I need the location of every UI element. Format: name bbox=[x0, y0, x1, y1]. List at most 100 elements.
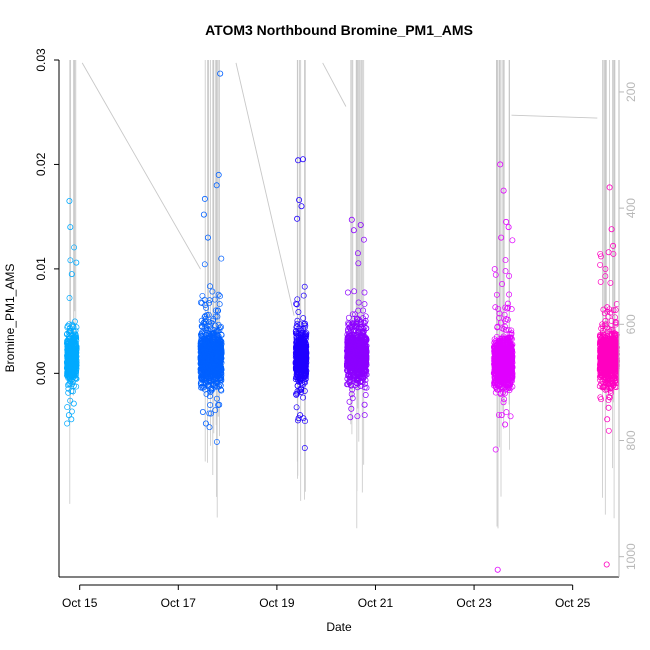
data-point bbox=[210, 317, 216, 324]
data-point bbox=[354, 413, 361, 420]
data-point bbox=[215, 351, 222, 358]
data-point bbox=[218, 332, 225, 339]
data-point bbox=[200, 353, 206, 359]
data-point bbox=[197, 369, 204, 376]
data-point bbox=[199, 408, 206, 415]
data-point bbox=[299, 355, 306, 362]
data-point bbox=[71, 355, 78, 362]
data-point bbox=[213, 182, 220, 189]
series-group bbox=[197, 70, 225, 445]
data-point bbox=[214, 313, 221, 320]
data-point bbox=[300, 394, 307, 401]
data-point bbox=[300, 357, 307, 364]
data-point bbox=[213, 365, 219, 372]
data-point bbox=[297, 321, 304, 328]
data-point bbox=[68, 408, 75, 415]
data-point bbox=[354, 250, 361, 257]
data-point bbox=[353, 319, 360, 326]
data-point bbox=[208, 350, 215, 357]
data-point bbox=[293, 360, 300, 367]
data-point bbox=[214, 332, 221, 338]
data-point bbox=[294, 320, 301, 327]
data-point bbox=[203, 368, 210, 375]
data-point bbox=[200, 211, 207, 218]
data-point bbox=[205, 383, 212, 390]
data-point bbox=[293, 404, 300, 411]
data-point bbox=[208, 410, 214, 417]
data-point bbox=[201, 195, 208, 202]
data-point bbox=[349, 311, 356, 318]
data-point bbox=[215, 307, 222, 314]
series-group bbox=[63, 197, 80, 427]
data-point bbox=[207, 402, 214, 408]
data-point bbox=[217, 362, 224, 368]
data-point bbox=[212, 407, 219, 414]
data-point bbox=[297, 361, 304, 368]
data-point bbox=[355, 307, 362, 314]
data-point bbox=[295, 361, 302, 367]
data-point bbox=[67, 257, 74, 264]
chart-title: ATOM3 Northbound Bromine_PM1_AMS bbox=[205, 22, 473, 38]
data-point bbox=[198, 346, 205, 353]
data-point bbox=[217, 386, 224, 393]
data-point bbox=[302, 373, 309, 380]
data-point bbox=[198, 384, 205, 391]
pressure-profile-line bbox=[322, 62, 347, 107]
data-point bbox=[201, 345, 208, 352]
data-point bbox=[65, 375, 72, 381]
data-point bbox=[344, 289, 351, 296]
data-point bbox=[301, 374, 308, 381]
data-point bbox=[217, 370, 224, 377]
data-point bbox=[300, 315, 307, 322]
data-point bbox=[206, 300, 213, 307]
data-point bbox=[361, 289, 368, 296]
data-point bbox=[362, 392, 369, 398]
data-point bbox=[66, 371, 73, 378]
data-point bbox=[64, 420, 71, 427]
data-point bbox=[213, 359, 219, 366]
data-point bbox=[299, 156, 306, 163]
data-point bbox=[361, 301, 368, 308]
data-point bbox=[293, 300, 300, 307]
data-point bbox=[295, 309, 302, 315]
data-point bbox=[64, 338, 71, 345]
data-point bbox=[201, 379, 208, 386]
data-point bbox=[209, 334, 216, 341]
data-point bbox=[64, 345, 71, 352]
data-point bbox=[72, 361, 79, 368]
data-point bbox=[293, 391, 300, 398]
data-point bbox=[205, 311, 212, 318]
data-point bbox=[66, 356, 73, 363]
data-point bbox=[68, 388, 75, 394]
data-point bbox=[207, 283, 213, 290]
data-point bbox=[202, 313, 209, 319]
data-point bbox=[73, 324, 80, 331]
data-point bbox=[212, 313, 219, 320]
data-point bbox=[213, 395, 220, 402]
series-group bbox=[292, 156, 310, 451]
data-point bbox=[67, 344, 74, 351]
data-point bbox=[217, 293, 223, 300]
data-point bbox=[73, 259, 80, 266]
data-point bbox=[65, 372, 72, 379]
data-point bbox=[211, 377, 218, 384]
data-point bbox=[204, 335, 211, 342]
data-point bbox=[71, 339, 78, 345]
data-point bbox=[206, 393, 213, 400]
data-point bbox=[218, 341, 225, 348]
data-point bbox=[215, 171, 222, 178]
data-point bbox=[69, 381, 76, 387]
data-point bbox=[209, 288, 216, 295]
data-point bbox=[72, 369, 79, 376]
data-point bbox=[203, 325, 210, 332]
x-axis-label: Date bbox=[326, 620, 352, 634]
data-point bbox=[296, 196, 303, 203]
data-point bbox=[205, 379, 212, 386]
data-point bbox=[297, 377, 304, 384]
data-point bbox=[217, 348, 223, 355]
data-point bbox=[204, 234, 211, 241]
data-point bbox=[300, 292, 307, 299]
data-point bbox=[294, 371, 301, 378]
data-point bbox=[215, 340, 222, 347]
